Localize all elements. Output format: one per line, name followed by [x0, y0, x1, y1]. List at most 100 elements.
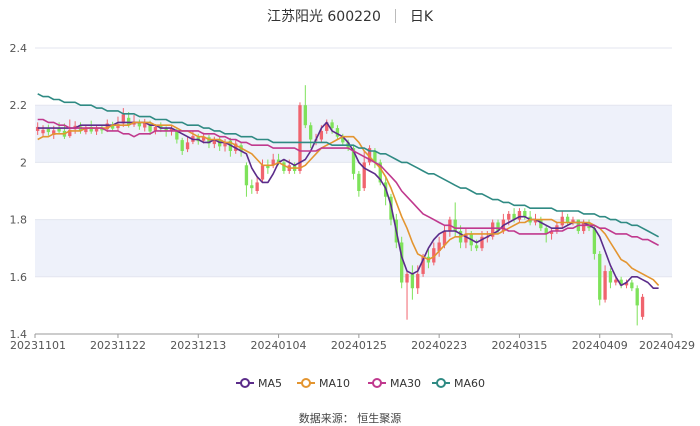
candle-body — [539, 219, 543, 229]
candle-body — [164, 128, 168, 132]
candle-body — [635, 288, 639, 306]
x-tick-label: 20231213 — [170, 339, 226, 352]
candle-body — [480, 236, 484, 249]
candle-body — [624, 282, 629, 286]
legend-label: MA5 — [258, 377, 282, 390]
candle-body — [148, 124, 152, 132]
candle-body — [143, 122, 147, 128]
legend-marker — [436, 378, 446, 388]
candle — [303, 85, 307, 129]
candle-body — [608, 271, 613, 283]
candle-body — [603, 271, 607, 300]
candle-body — [260, 165, 265, 180]
candle-body — [36, 126, 40, 131]
candle — [619, 276, 623, 289]
candle-body — [52, 130, 56, 135]
candle — [640, 293, 645, 320]
stock-name: 江苏阳光 600220 — [266, 9, 381, 25]
candle — [143, 118, 147, 132]
x-tick-label: 20240409 — [572, 339, 628, 352]
x-tick-label: 20231101 — [10, 339, 66, 352]
candle-body — [565, 216, 570, 223]
candle-body — [410, 273, 415, 289]
legend-label: MA30 — [390, 377, 421, 390]
candle — [432, 242, 436, 266]
candle — [400, 236, 404, 289]
legend-item-ma60: MA60 — [432, 377, 485, 390]
candle-body — [517, 211, 522, 220]
candle-body — [298, 105, 302, 171]
candle-body — [560, 216, 564, 226]
candle-body — [335, 128, 340, 137]
candle-body — [400, 242, 404, 283]
candle-body — [592, 228, 597, 254]
candle-body — [110, 124, 115, 129]
candle-body — [244, 165, 249, 186]
y-tick-label: 2.4 — [10, 42, 28, 55]
candle-body — [523, 211, 527, 217]
candle-body — [105, 123, 109, 130]
candle-body — [432, 248, 436, 263]
x-tick-label: 20240223 — [411, 339, 467, 352]
candle-body — [571, 219, 575, 223]
candle-body — [185, 142, 190, 150]
candle-body — [266, 165, 270, 169]
candle — [565, 213, 570, 226]
candle — [491, 219, 495, 240]
candle-body — [464, 233, 468, 243]
candle — [437, 236, 441, 257]
candle-body — [94, 128, 99, 132]
legend-item-ma5: MA5 — [236, 377, 282, 390]
candle-body — [416, 273, 420, 289]
candle-body — [437, 242, 441, 252]
candle-body — [276, 159, 281, 163]
title-separator — [394, 9, 396, 23]
candle — [116, 116, 120, 131]
period-label: 日K — [409, 9, 434, 25]
candle — [635, 285, 639, 326]
candle — [36, 122, 40, 135]
candle-body — [614, 279, 618, 283]
legend-marker — [301, 378, 311, 388]
candle-body — [325, 122, 329, 131]
candle — [592, 225, 597, 260]
candle-body — [598, 253, 602, 300]
candle-body — [271, 159, 275, 166]
candle-body — [405, 273, 409, 283]
candle — [100, 124, 104, 134]
candle-body — [175, 130, 179, 140]
candle-body — [549, 231, 554, 234]
candle-body — [255, 182, 259, 191]
data-source: 数据来源： 恒生聚源 — [298, 412, 402, 425]
candle-body — [351, 148, 356, 174]
candle-body — [127, 117, 131, 125]
x-tick-label: 20240315 — [491, 339, 547, 352]
y-tick-label: 1.4 — [10, 328, 28, 341]
candle-body — [640, 296, 645, 317]
candle-body — [544, 228, 548, 234]
candle — [41, 125, 45, 137]
candle-body — [367, 148, 372, 163]
candle-body — [180, 140, 184, 151]
candle-body — [212, 140, 216, 145]
candle-body — [341, 136, 345, 143]
candle-body — [223, 142, 227, 147]
legend-item-ma10: MA10 — [297, 377, 350, 390]
y-tick-label: 1.6 — [10, 271, 28, 284]
candle — [223, 138, 227, 152]
candle — [571, 216, 575, 226]
candle-body — [201, 136, 206, 141]
candle-body — [491, 222, 495, 237]
candle-body — [357, 173, 361, 191]
chart-title: 江苏阳光 600220 日K — [0, 6, 700, 26]
candle-body — [116, 124, 120, 129]
candle-body — [619, 279, 623, 286]
candle-body — [319, 130, 324, 140]
legend-label: MA60 — [454, 377, 485, 390]
candle-body — [421, 256, 425, 274]
grid-band — [35, 219, 672, 277]
candle-body — [378, 162, 382, 183]
candle — [523, 208, 527, 220]
candle — [362, 150, 366, 191]
